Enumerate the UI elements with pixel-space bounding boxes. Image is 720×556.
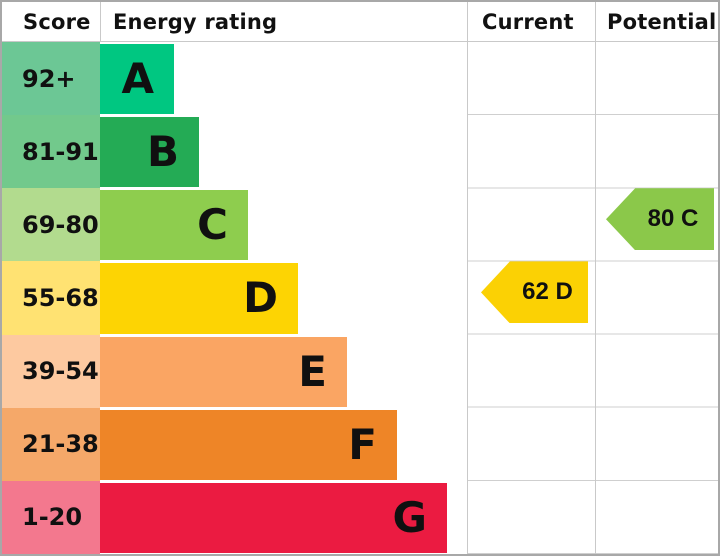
potential-column: 80 C <box>595 42 718 554</box>
rating-bar: B <box>100 117 199 188</box>
band-row: 39-54 E <box>2 334 467 408</box>
score-range-label: 92+ <box>22 64 76 93</box>
score-range-label: 39-54 <box>22 357 99 386</box>
rating-bar-track: B <box>100 115 467 188</box>
header-score: Score <box>23 9 91 34</box>
score-range-cell: 69-80 <box>2 188 100 262</box>
band-row: 1-20 G <box>2 480 467 554</box>
rating-letter: D <box>243 273 278 323</box>
band-row: 55-68 D <box>2 261 467 335</box>
score-range-cell: 21-38 <box>2 407 100 481</box>
band-rows: 92+ A 81-91 B 69-80 C 55-68 <box>2 42 467 554</box>
score-range-cell: 81-91 <box>2 115 100 189</box>
score-range-cell: 1-20 <box>2 480 100 554</box>
rating-letter: A <box>121 54 154 104</box>
rating-letter: F <box>348 419 377 469</box>
rating-bar-track: G <box>100 481 467 554</box>
rating-bar: A <box>100 44 174 115</box>
score-range-label: 1-20 <box>22 503 83 532</box>
chart-body: 92+ A 81-91 B 69-80 C 55-68 <box>2 42 718 554</box>
score-range-label: 21-38 <box>22 430 99 459</box>
current-rating-label: 62 D <box>522 278 573 306</box>
current-column: 62 D <box>467 42 595 554</box>
rating-letter: C <box>197 200 228 250</box>
rating-letter: B <box>146 127 179 177</box>
rating-letter: G <box>392 492 427 542</box>
score-range-label: 69-80 <box>22 210 99 239</box>
rating-bar: E <box>100 336 347 407</box>
rating-bar: G <box>100 482 447 553</box>
rating-letter: E <box>298 346 327 396</box>
rating-bar-track: C <box>100 188 467 261</box>
rating-bar-track: E <box>100 335 467 408</box>
rating-bar: D <box>100 263 298 334</box>
score-range-cell: 39-54 <box>2 334 100 408</box>
header-energy-rating: Energy rating <box>100 2 467 41</box>
rating-bar-track: F <box>100 408 467 481</box>
rating-bar: C <box>100 190 248 261</box>
band-row: 81-91 B <box>2 115 467 189</box>
rating-bar-track: D <box>100 261 467 334</box>
score-range-cell: 92+ <box>2 42 100 116</box>
band-row: 21-38 F <box>2 407 467 481</box>
score-range-cell: 55-68 <box>2 261 100 335</box>
rating-bar-track: A <box>100 42 467 115</box>
band-row: 92+ A <box>2 42 467 116</box>
chart-header: Score Energy rating Current Potential <box>2 2 718 42</box>
score-range-label: 55-68 <box>22 283 99 312</box>
rating-bar: F <box>100 409 397 480</box>
band-row: 69-80 C <box>2 188 467 262</box>
header-current: Current <box>467 2 595 41</box>
current-rating-arrow: 62 D <box>481 261 588 324</box>
header-potential: Potential <box>595 2 718 41</box>
potential-rating-arrow: 80 C <box>606 188 714 251</box>
potential-rating-label: 80 C <box>647 205 699 233</box>
score-range-label: 81-91 <box>22 137 99 166</box>
